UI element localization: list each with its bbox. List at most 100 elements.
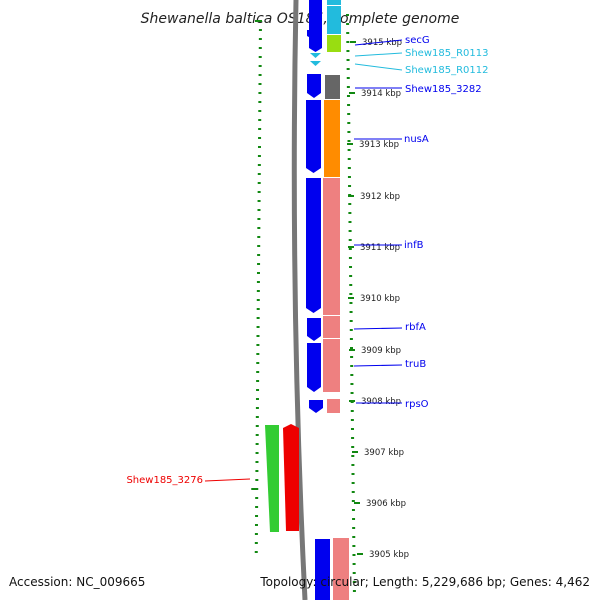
tick-mark: [257, 191, 261, 193]
tick-mark: [258, 29, 262, 31]
tick-mark: [256, 371, 260, 373]
gene-feature[interactable]: [309, 0, 322, 30]
kbp-tick: [354, 502, 360, 504]
tick-mark: [257, 209, 261, 211]
tick-mark: [346, 41, 350, 43]
tick-mark: [258, 128, 262, 130]
gene-feature[interactable]: [309, 36, 322, 52]
tick-mark: [352, 590, 356, 592]
tick-mark: [346, 77, 350, 79]
gene-feature[interactable]: [306, 178, 321, 313]
gene-feature[interactable]: [324, 100, 340, 177]
gene-feature[interactable]: [323, 339, 340, 392]
tick-mark: [351, 491, 355, 493]
gene-feature[interactable]: [310, 53, 321, 58]
tick-mark: [255, 470, 259, 472]
tick-mark: [255, 20, 262, 22]
map-title: Shewanella baltica OS185, complete genom…: [141, 11, 460, 27]
gene-label[interactable]: nusA: [404, 134, 429, 145]
gene-feature[interactable]: [323, 316, 340, 338]
tick-mark: [257, 155, 261, 157]
feature-track-outer: [323, 0, 349, 600]
gene-label[interactable]: Shew185_3282: [405, 84, 482, 95]
tick-mark: [350, 428, 354, 430]
gene-feature[interactable]: [306, 100, 321, 173]
tick-mark: [352, 527, 356, 529]
tick-mark: [255, 398, 259, 400]
tick-mark: [348, 239, 352, 241]
tick-mark: [351, 473, 355, 475]
gene-feature[interactable]: [310, 61, 321, 66]
gene-label[interactable]: secG: [405, 35, 430, 46]
tick-mark: [347, 149, 351, 151]
tick-mark: [257, 254, 261, 256]
tick-mark: [348, 185, 352, 187]
kbp-tick: [349, 400, 355, 402]
gene-label[interactable]: rbfA: [405, 322, 426, 333]
gene-label[interactable]: truB: [405, 359, 426, 370]
tick-mark: [258, 137, 262, 139]
tick-mark: [351, 446, 355, 448]
feature-track-blue: [306, 0, 330, 600]
tick-mark: [256, 380, 260, 382]
tick-mark: [257, 146, 261, 148]
tick-mark: [255, 479, 259, 481]
gene-feature[interactable]: [327, 6, 341, 34]
gene-label[interactable]: Shew185_3276: [126, 475, 203, 486]
gene-label[interactable]: infB: [404, 240, 424, 251]
tick-mark: [257, 182, 261, 184]
tick-mark: [254, 542, 258, 544]
gene-feature[interactable]: [309, 400, 323, 413]
tick-mark: [350, 392, 354, 394]
tick-mark: [350, 419, 354, 421]
tick-mark: [346, 86, 350, 88]
gene-feature[interactable]: [327, 0, 341, 5]
gene-feature[interactable]: [283, 424, 299, 531]
tick-mark: [348, 221, 352, 223]
kbp-tick: [348, 297, 354, 299]
tick-mark: [346, 68, 350, 70]
tick-mark: [255, 434, 259, 436]
gene-feature[interactable]: [307, 343, 321, 392]
gene-feature[interactable]: [315, 539, 330, 600]
tick-mark: [348, 212, 352, 214]
tick-mark: [347, 167, 351, 169]
tick-mark: [258, 56, 262, 58]
tick-mark: [257, 164, 261, 166]
tick-mark: [258, 38, 262, 40]
tick-mark: [257, 173, 261, 175]
kbp-label: 3910 kbp: [360, 294, 400, 304]
kbp-label: 3912 kbp: [360, 192, 400, 202]
tick-mark: [351, 437, 355, 439]
tick-mark: [348, 203, 352, 205]
gene-feature[interactable]: [333, 538, 349, 600]
gene-leader-line: [354, 52, 403, 57]
kbp-tick: [348, 246, 354, 248]
feature-track-reverse: [265, 424, 299, 532]
tick-mark: [349, 293, 353, 295]
tick-mark: [256, 353, 260, 355]
gene-label[interactable]: Shew185_R0112: [405, 65, 489, 76]
tick-mark: [256, 317, 260, 319]
gene-feature[interactable]: [307, 74, 321, 98]
tick-mark: [350, 383, 354, 385]
tick-mark: [351, 464, 355, 466]
tick-mark: [256, 335, 260, 337]
gene-feature[interactable]: [265, 425, 279, 532]
gene-label[interactable]: rpsO: [405, 399, 429, 410]
tick-mark: [258, 110, 262, 112]
gene-feature[interactable]: [327, 35, 341, 52]
tick-mark: [346, 59, 350, 61]
gene-feature[interactable]: [327, 399, 340, 413]
tick-mark: [349, 329, 353, 331]
tick-mark: [258, 101, 262, 103]
tick-mark: [352, 563, 356, 565]
kbp-tick: [357, 553, 363, 555]
gene-feature[interactable]: [323, 178, 340, 315]
gene-feature[interactable]: [325, 75, 340, 99]
gene-leader-line: [353, 327, 403, 330]
gene-label[interactable]: Shew185_R0113: [405, 48, 489, 59]
gene-feature[interactable]: [307, 318, 321, 341]
gene-labels: secG Shew185_R0113 Shew185_R0112 Shew185_32…: [126, 35, 488, 486]
